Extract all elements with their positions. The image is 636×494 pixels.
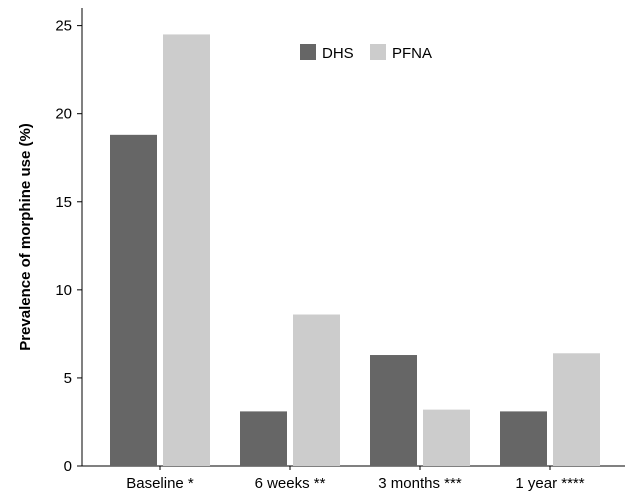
x-tick-label: 3 months *** [378,475,462,492]
y-tick-label: 20 [55,106,72,123]
x-tick-label: 1 year **** [515,475,584,492]
y-tick-label: 10 [55,282,72,299]
bar-dhs-0 [110,134,157,467]
bar-pfna-2 [423,409,470,466]
bar-pfna-1 [293,314,340,466]
x-tick-label: Baseline * [126,475,194,492]
legend-swatch-pfna [370,44,386,60]
bar-dhs-1 [240,411,287,466]
legend-swatch-dhs [300,44,316,60]
bar-dhs-2 [370,355,417,466]
y-tick-label: 25 [55,18,72,35]
legend: DHS PFNA [300,44,432,62]
legend-label-dhs: DHS [322,45,354,62]
y-tick-label: 5 [64,370,72,387]
y-tick-label: 0 [64,458,72,475]
legend-label-pfna: PFNA [392,45,432,62]
y-tick-label: 15 [55,194,72,211]
bar-pfna-0 [163,34,210,467]
y-axis-label: Prevalence of morphine use (%) [17,123,34,351]
bars [110,34,600,467]
y-ticks: 0 5 10 15 20 25 [55,18,82,475]
bar-pfna-3 [553,353,600,466]
x-tick-label: 6 weeks ** [255,475,326,492]
bar-dhs-3 [500,411,547,466]
x-tick-labels: Baseline * 6 weeks ** 3 months *** 1 year *… [126,466,585,492]
